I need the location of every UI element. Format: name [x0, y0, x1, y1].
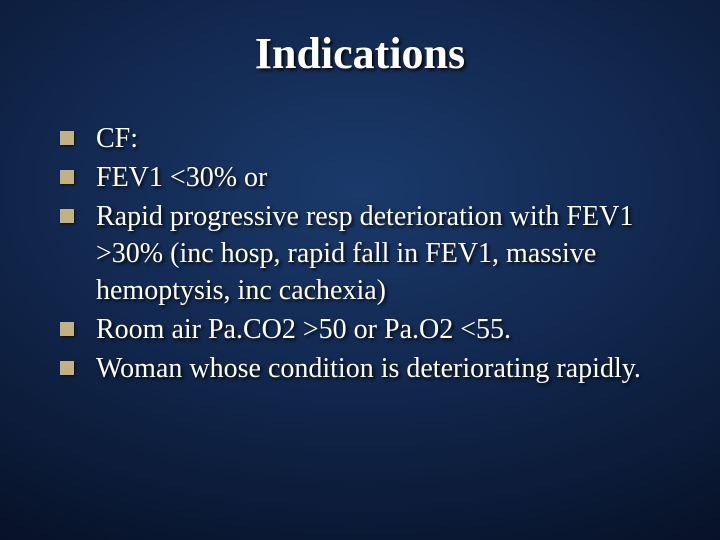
square-bullet-icon	[60, 361, 74, 375]
square-bullet-icon	[60, 170, 74, 184]
list-item: FEV1 <30% or	[60, 160, 664, 197]
bullet-text: Woman whose condition is deteriorating r…	[96, 353, 641, 384]
square-bullet-icon	[60, 131, 74, 145]
slide-title: Indications	[56, 28, 664, 79]
list-item: CF:	[60, 121, 664, 158]
list-item: Woman whose condition is deteriorating r…	[60, 351, 664, 388]
square-bullet-icon	[60, 209, 74, 223]
bullet-list: CF: FEV1 <30% or Rapid progressive resp …	[56, 121, 664, 388]
bullet-text: Rapid progressive resp deterioration wit…	[96, 201, 633, 306]
slide-container: Indications CF: FEV1 <30% or Rapid progr…	[0, 0, 720, 540]
list-item: Room air Pa.CO2 >50 or Pa.O2 <55.	[60, 312, 664, 349]
bullet-text: Room air Pa.CO2 >50 or Pa.O2 <55.	[96, 314, 511, 345]
list-item: Rapid progressive resp deterioration wit…	[60, 199, 664, 310]
bullet-text: CF:	[96, 123, 138, 154]
square-bullet-icon	[60, 322, 74, 336]
bullet-text: FEV1 <30% or	[96, 162, 267, 193]
